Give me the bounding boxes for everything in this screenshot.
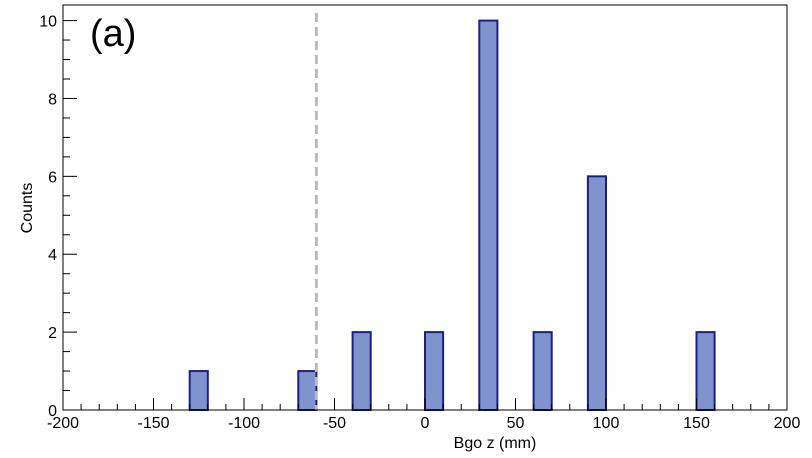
x-tick-labels: -200 -150 -100 -50 0 50 100 150 200 [47, 415, 800, 432]
y-tick-label: 4 [48, 247, 57, 264]
y-tick-label: 8 [48, 91, 57, 108]
histogram-bar-6 [586, 175, 608, 411]
y-tick-label: 2 [48, 325, 57, 342]
histogram-bar-7 [695, 331, 716, 411]
x-tick-label: -50 [323, 415, 346, 432]
x-tick-label: -100 [228, 415, 260, 432]
x-tick-label: 50 [507, 415, 525, 432]
histogram-bar-4 [478, 19, 499, 411]
y-axis-title: Counts [19, 183, 36, 234]
y-tick-labels: 0 2 4 6 8 10 [39, 14, 57, 420]
x-tick-label: 150 [683, 415, 710, 432]
plot-frame [62, 4, 788, 411]
histogram-bar-0 [188, 370, 209, 411]
bars-layer [188, 19, 716, 411]
x-tick-label: -150 [137, 415, 169, 432]
x-tick-label: 100 [593, 415, 620, 432]
histogram-bar-2 [351, 331, 372, 411]
y-tick-label: 10 [39, 14, 57, 31]
panel-label: (a) [90, 13, 136, 55]
x-tick-label: 0 [421, 415, 430, 432]
x-tick-label: 200 [774, 415, 801, 432]
histogram-bar-5 [532, 331, 553, 411]
histogram-bar-3 [424, 331, 445, 411]
x-axis-title: Bgo z (mm) [454, 435, 537, 452]
histogram-bar-1 [297, 370, 318, 411]
y-tick-label: 6 [48, 169, 57, 186]
y-tick-label: 0 [48, 403, 57, 420]
x-tick-label: -200 [47, 415, 79, 432]
